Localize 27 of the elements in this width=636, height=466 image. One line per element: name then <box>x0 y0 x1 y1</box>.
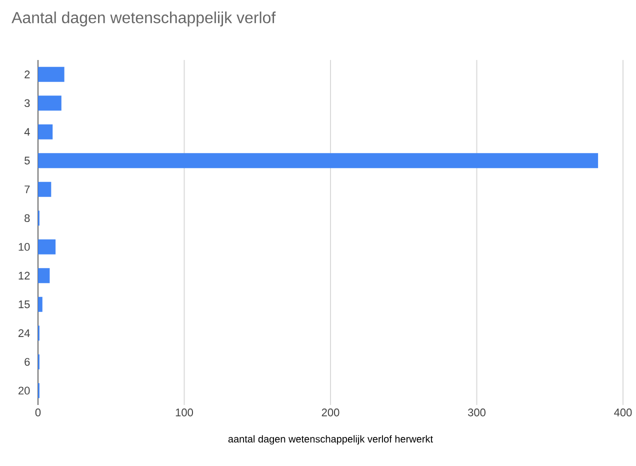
bar <box>38 96 62 111</box>
bar <box>38 296 42 312</box>
x-tick-label: 0 <box>35 408 41 416</box>
y-tick-label: 15 <box>18 300 30 308</box>
chart-title: Aantal dagen wetenschappelijk verlof <box>12 12 276 26</box>
x-tick-label: 100 <box>176 408 193 416</box>
y-tick-label: 4 <box>24 128 30 136</box>
bar <box>38 153 598 168</box>
bar <box>38 268 50 284</box>
y-tick-label: 20 <box>18 386 30 395</box>
y-tick-label: 3 <box>24 99 30 108</box>
bar <box>38 239 56 254</box>
y-tick-label: 6 <box>24 358 30 366</box>
y-tick-label: 5 <box>24 156 30 164</box>
x-tick-label: 400 <box>614 408 632 416</box>
y-tick-label: 10 <box>18 242 30 251</box>
x-axis-title: aantal dagen wetenschappelijk verlof herwerkt <box>228 435 433 445</box>
y-tick-label: 2 <box>24 70 30 78</box>
bar <box>38 66 64 82</box>
y-tick-label: 8 <box>24 214 30 222</box>
y-tick-label: 7 <box>24 186 30 194</box>
y-tick-label: 12 <box>18 272 30 280</box>
x-tick-label: 300 <box>468 408 486 416</box>
y-tick-label: 24 <box>18 329 30 337</box>
bar <box>38 182 52 197</box>
x-tick-label: 200 <box>322 408 340 416</box>
bar <box>38 124 53 140</box>
